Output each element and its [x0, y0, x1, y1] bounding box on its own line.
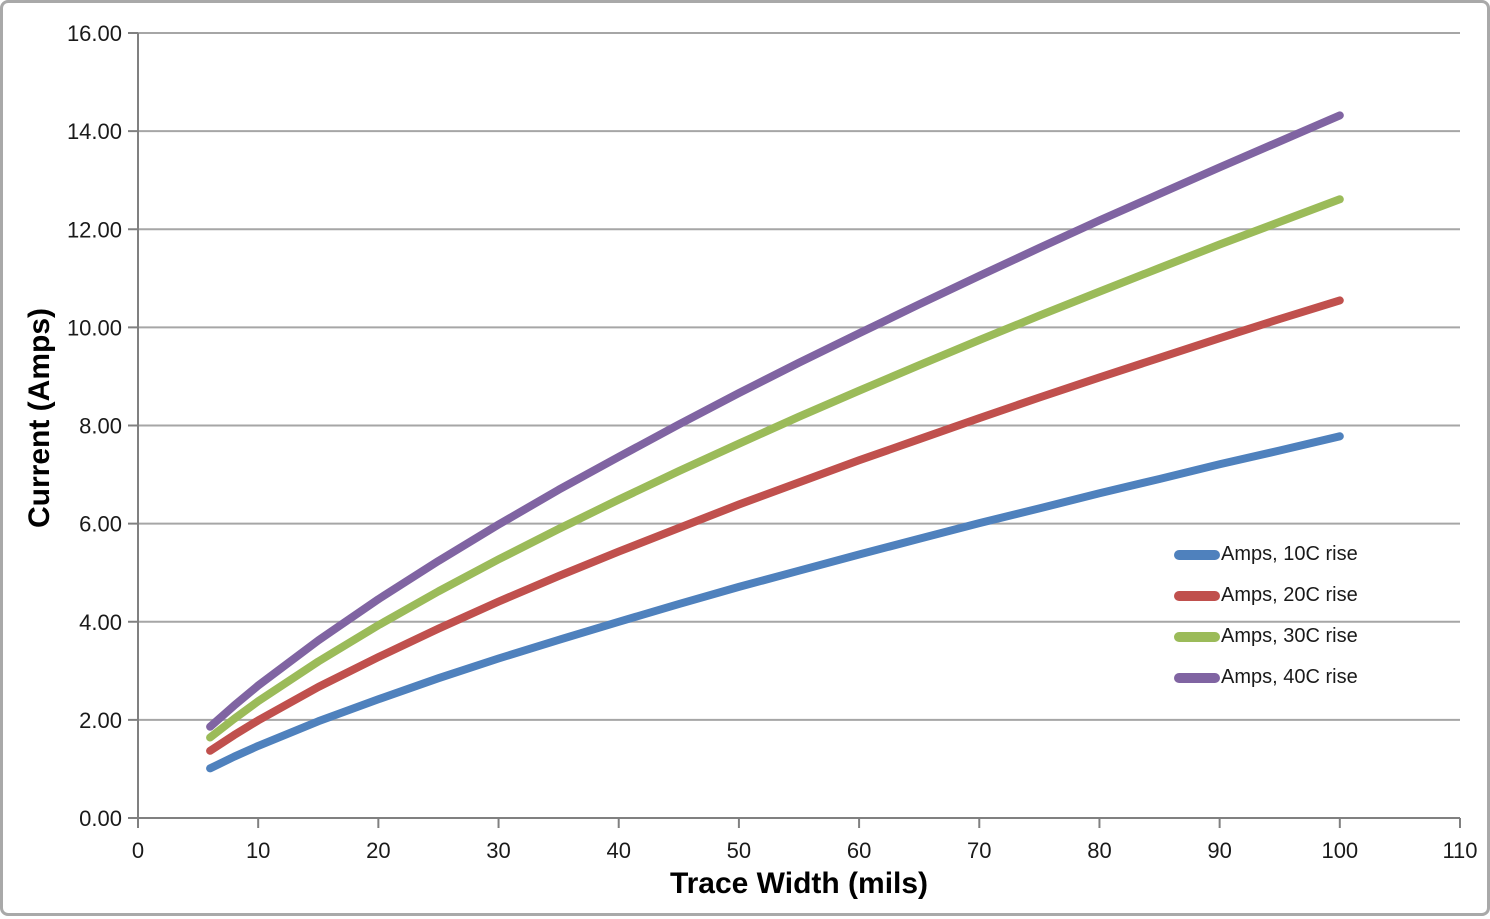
- legend-swatch: [1174, 631, 1220, 642]
- legend-label: Amps, 10C rise: [1221, 543, 1358, 565]
- x-tick-label: 70: [967, 838, 991, 863]
- y-tick-label: 8.00: [79, 414, 122, 439]
- x-tick-label: 30: [486, 838, 510, 863]
- legend-item: Amps, 30C rise: [1174, 616, 1358, 657]
- legend-swatch: [1174, 549, 1220, 560]
- x-tick-label: 10: [246, 838, 270, 863]
- x-tick-label: 50: [727, 838, 751, 863]
- line-chart: 0.00 2.00 4.00 6.00 8.00 10.00 12.00 14.00 16.00…: [67, 21, 1478, 863]
- y-tick-label: 2.00: [79, 708, 122, 733]
- y-tick-label: 10.00: [67, 315, 122, 340]
- series-line-amps-10c-rise: [206, 432, 1344, 773]
- legend-item: Amps, 10C rise: [1174, 534, 1358, 575]
- y-tick-label: 14.00: [67, 119, 122, 144]
- x-tick-label: 60: [847, 838, 871, 863]
- x-axis-title: Trace Width (mils): [669, 867, 929, 900]
- series-line-amps-30c-rise: [206, 195, 1344, 742]
- legend-swatch: [1174, 590, 1220, 601]
- legend-item: Amps, 20C rise: [1174, 575, 1358, 616]
- x-tick-label: 90: [1207, 838, 1231, 863]
- series-line-amps-40c-rise: [206, 111, 1344, 731]
- y-axis-title: Current (Amps): [23, 307, 56, 529]
- x-tick-label: 0: [132, 838, 144, 863]
- y-tick-label: 0.00: [79, 806, 122, 831]
- series-line-amps-20c-rise: [206, 296, 1344, 755]
- legend-label: Amps, 30C rise: [1221, 625, 1358, 647]
- x-tick-label: 20: [366, 838, 390, 863]
- y-tick-label: 12.00: [67, 217, 122, 242]
- legend: Amps, 10C rise Amps, 20C rise Amps, 30C ri…: [1174, 534, 1358, 698]
- x-tick-label: 100: [1321, 838, 1358, 863]
- y-tick-label: 6.00: [79, 512, 122, 537]
- legend-label: Amps, 20C rise: [1221, 584, 1358, 606]
- y-tick-label: 16.00: [67, 21, 122, 46]
- legend-item: Amps, 40C rise: [1174, 657, 1358, 698]
- legend-swatch: [1174, 672, 1220, 683]
- legend-label: Amps, 40C rise: [1221, 666, 1358, 688]
- x-tick-label: 80: [1087, 838, 1111, 863]
- x-tick-label: 40: [606, 838, 630, 863]
- x-tick-label: 110: [1442, 838, 1477, 863]
- y-tick-label: 4.00: [79, 610, 122, 635]
